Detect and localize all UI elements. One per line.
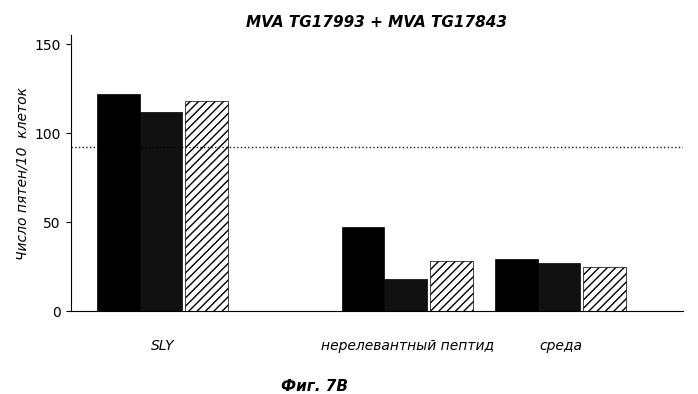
Text: среда: среда: [539, 338, 582, 353]
Bar: [140, 112, 182, 311]
Bar: [186, 101, 228, 311]
Bar: [431, 261, 473, 311]
Bar: [385, 279, 427, 311]
Bar: [341, 227, 385, 311]
Text: Фиг. 7В: Фиг. 7В: [281, 379, 348, 394]
Text: SLY: SLY: [151, 338, 174, 353]
Y-axis label: Число пятен/10  клеток: Число пятен/10 клеток: [15, 87, 29, 260]
Bar: [97, 94, 140, 311]
Title: MVA TG17993 + MVA TG17843: MVA TG17993 + MVA TG17843: [246, 15, 507, 30]
Bar: [495, 259, 537, 311]
Bar: [584, 267, 626, 311]
Bar: [537, 263, 581, 311]
Text: нерелевантный пептид: нерелевантный пептид: [321, 338, 494, 353]
